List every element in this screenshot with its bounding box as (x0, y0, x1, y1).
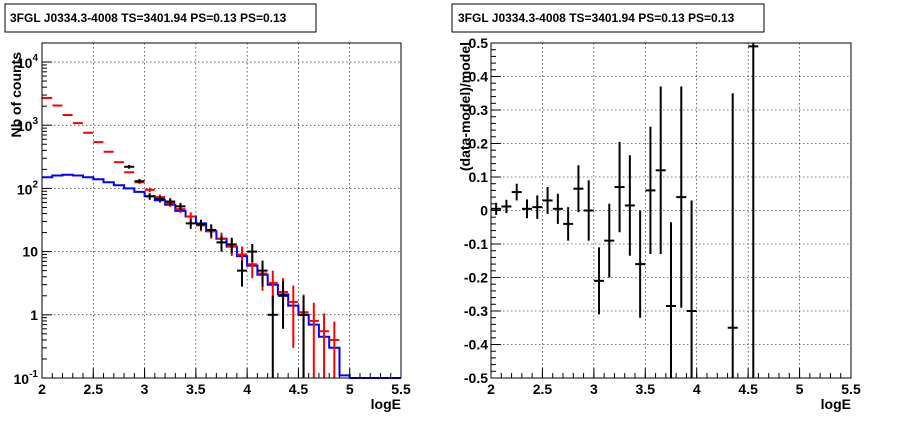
residuals-y-tick-label: -0.3 (464, 303, 488, 319)
counts-title-box (4, 3, 317, 33)
residuals-y-tick-label: 0.5 (469, 35, 489, 51)
residuals-x-tick-label: 2 (487, 381, 495, 397)
counts-model-histogram (42, 173, 401, 379)
residuals-x-axis-title: logE (821, 396, 851, 412)
counts-y-tick-label: 102 (17, 179, 39, 197)
counts-marks (42, 96, 401, 379)
counts-x-tick-label: 2.5 (84, 381, 104, 397)
residuals-panel: 3FGL J0334.3-4008 TS=3401.94 PS=0.13 PS=… (451, 3, 861, 412)
counts-x-tick-label: 3 (141, 381, 149, 397)
residuals-marks (491, 43, 759, 378)
counts-y-tick-label: 10-1 (14, 369, 39, 387)
residuals-axes: 2 2.5 3 3.5 4 4.5 5 5.5 0.5 0.4 0.3 0.2 0.1 0 -0.1 -0.2… (464, 35, 861, 397)
residuals-x-tick-label: 2.5 (533, 381, 553, 397)
residuals-y-tick-label: -0.5 (464, 370, 488, 386)
counts-x-tick-label: 4 (243, 381, 251, 397)
residuals-x-tick-label: 5.5 (841, 381, 861, 397)
residuals-x-tick-label: 4.5 (738, 381, 758, 397)
residuals-y-tick-label: -0.4 (464, 337, 488, 353)
residuals-x-tick-label: 3.5 (636, 381, 656, 397)
residuals-x-tick-label: 4 (693, 381, 701, 397)
counts-x-tick-label: 4.5 (289, 381, 309, 397)
residuals-title: 3FGL J0334.3-4008 TS=3401.94 PS=0.13 PS=… (458, 11, 735, 25)
counts-x-tick-label: 5.5 (391, 381, 411, 397)
residuals-y-tick-label: 0.4 (469, 69, 489, 85)
counts-grid (42, 43, 401, 378)
counts-y-tick-label: 1 (30, 307, 38, 323)
residuals-y-axis-title: (data-model)/model (457, 42, 473, 171)
residuals-y-tick-label: 0 (480, 203, 488, 219)
residuals-y-tick-label: 0.3 (469, 102, 489, 118)
residuals-title-box (451, 3, 765, 33)
counts-panel: 3FGL J0334.3-4008 TS=3401.94 PS=0.13 PS=… (4, 3, 411, 412)
residuals-y-tick-label: 0.1 (469, 169, 489, 185)
residuals-y-tick-label: -0.2 (464, 270, 488, 286)
counts-x-tick-label: 2 (38, 381, 46, 397)
counts-x-axis-title: logE (371, 396, 401, 412)
counts-x-tick-label: 3.5 (186, 381, 206, 397)
counts-frame (41, 42, 402, 379)
counts-y-axis-title: Nb of counts (8, 52, 24, 138)
residuals-x-tick-label: 3 (590, 381, 598, 397)
residuals-y-tick-label: 0.2 (469, 136, 489, 152)
counts-y-tick-label: 10 (22, 244, 38, 260)
counts-x-tick-label: 5 (346, 381, 354, 397)
counts-title: 3FGL J0334.3-4008 TS=3401.94 PS=0.13 PS=… (10, 11, 287, 25)
residuals-x-tick-label: 5 (796, 381, 804, 397)
residuals-y-tick-label: -0.1 (464, 236, 488, 252)
